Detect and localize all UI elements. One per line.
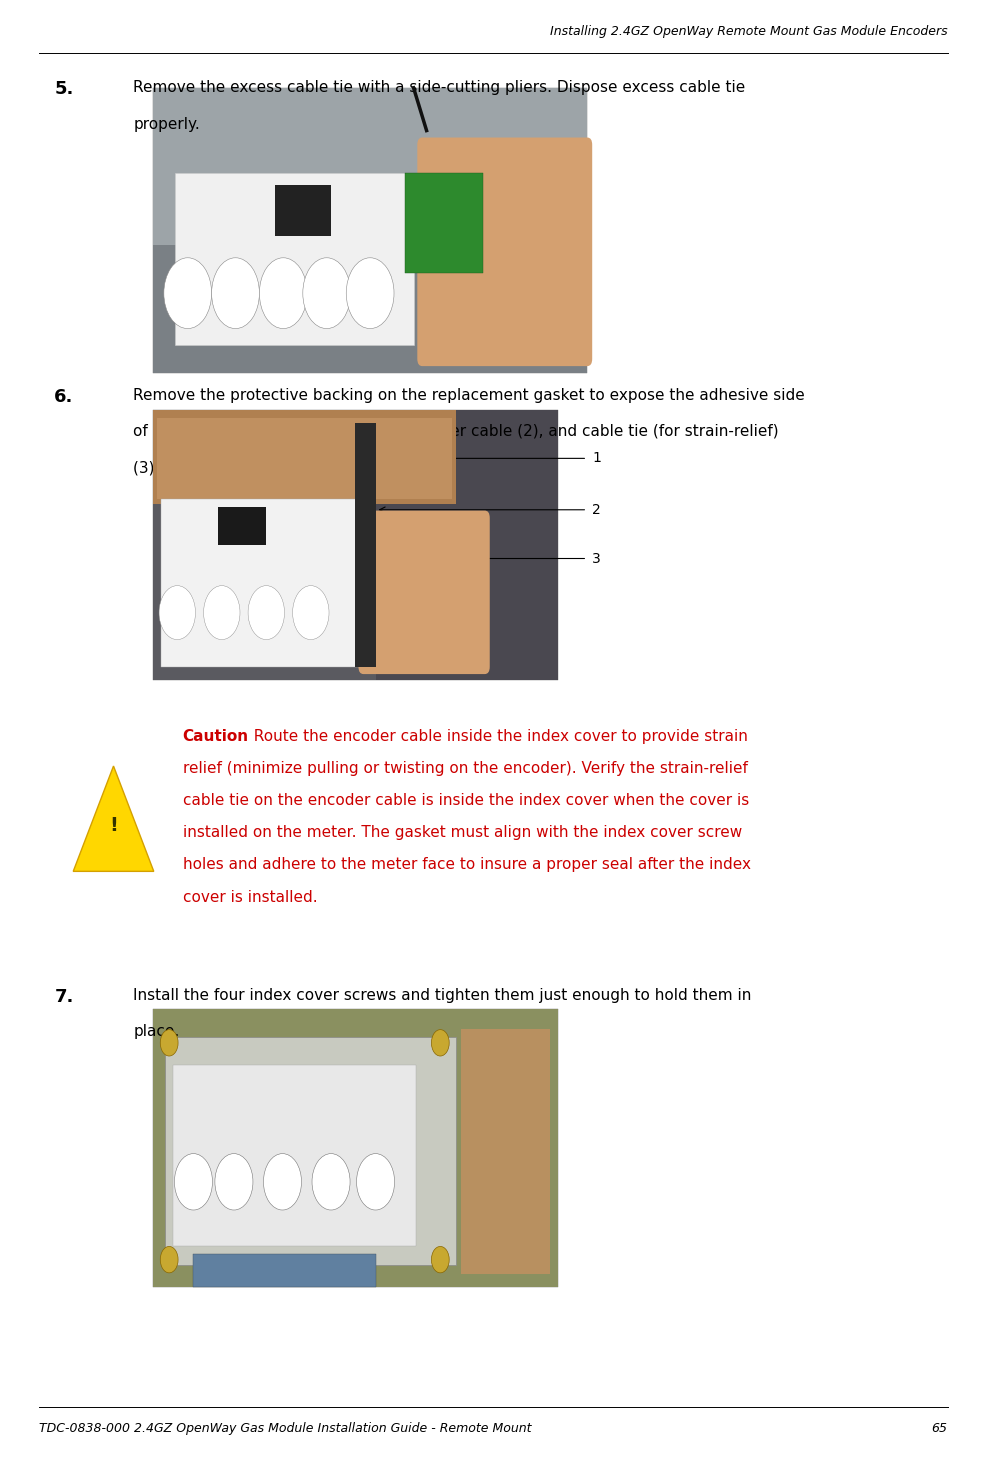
Text: relief (minimize pulling or twisting on the encoder). Verify the strain-relief: relief (minimize pulling or twisting on … — [182, 761, 746, 775]
FancyBboxPatch shape — [358, 511, 489, 674]
Text: of the gasket. Align the gasket (1), encoder cable (2), and cable tie (for strai: of the gasket. Align the gasket (1), enc… — [133, 424, 778, 439]
FancyBboxPatch shape — [153, 410, 557, 680]
FancyBboxPatch shape — [175, 174, 413, 345]
FancyBboxPatch shape — [153, 88, 587, 373]
FancyBboxPatch shape — [165, 1037, 456, 1265]
FancyBboxPatch shape — [274, 184, 330, 236]
Text: 2: 2 — [592, 503, 600, 516]
FancyBboxPatch shape — [161, 499, 363, 667]
Circle shape — [211, 257, 259, 329]
Circle shape — [356, 1154, 394, 1210]
Text: 1: 1 — [592, 452, 600, 465]
Circle shape — [203, 585, 240, 639]
Circle shape — [292, 585, 328, 639]
Text: Caution: Caution — [182, 729, 248, 743]
FancyBboxPatch shape — [153, 410, 456, 505]
Circle shape — [431, 1030, 449, 1056]
FancyBboxPatch shape — [218, 508, 266, 544]
Circle shape — [312, 1154, 350, 1210]
Text: Installing 2.4GZ OpenWay Remote Mount Gas Module Encoders: Installing 2.4GZ OpenWay Remote Mount Ga… — [549, 25, 947, 38]
FancyBboxPatch shape — [153, 88, 587, 244]
Polygon shape — [73, 767, 154, 872]
Text: 6.: 6. — [54, 388, 74, 405]
Text: (3) on the meter as shown.: (3) on the meter as shown. — [133, 461, 340, 475]
Circle shape — [346, 257, 393, 329]
FancyBboxPatch shape — [153, 88, 587, 373]
Text: Remove the protective backing on the replacement gasket to expose the adhesive s: Remove the protective backing on the rep… — [133, 388, 805, 402]
Circle shape — [164, 257, 211, 329]
Text: TDC-0838-000 2.4GZ OpenWay Gas Module Installation Guide - Remote Mount: TDC-0838-000 2.4GZ OpenWay Gas Module In… — [39, 1422, 531, 1435]
Text: place.: place. — [133, 1024, 179, 1039]
Text: 7.: 7. — [54, 988, 74, 1005]
Circle shape — [159, 585, 195, 639]
Circle shape — [160, 1246, 177, 1273]
Text: Route the encoder cable inside the index cover to provide strain: Route the encoder cable inside the index… — [244, 729, 747, 743]
Text: cable tie on the encoder cable is inside the index cover when the cover is: cable tie on the encoder cable is inside… — [182, 793, 748, 808]
FancyBboxPatch shape — [355, 423, 375, 667]
FancyBboxPatch shape — [375, 410, 557, 680]
Text: holes and adhere to the meter face to insure a proper seal after the index: holes and adhere to the meter face to in… — [182, 857, 749, 872]
Text: Remove the excess cable tie with a side-cutting pliers. Dispose excess cable tie: Remove the excess cable tie with a side-… — [133, 80, 744, 95]
FancyBboxPatch shape — [157, 418, 452, 499]
Text: !: ! — [109, 816, 117, 835]
Text: 65: 65 — [931, 1422, 947, 1435]
Circle shape — [215, 1154, 252, 1210]
Text: installed on the meter. The gasket must align with the index cover screw: installed on the meter. The gasket must … — [182, 825, 741, 840]
FancyBboxPatch shape — [417, 138, 592, 366]
Circle shape — [263, 1154, 301, 1210]
Circle shape — [175, 1154, 212, 1210]
FancyBboxPatch shape — [153, 1009, 557, 1287]
Text: Install the four index cover screws and tighten them just enough to hold them in: Install the four index cover screws and … — [133, 988, 751, 1002]
Circle shape — [259, 257, 307, 329]
FancyBboxPatch shape — [193, 1254, 375, 1287]
FancyBboxPatch shape — [153, 1009, 557, 1287]
FancyBboxPatch shape — [404, 173, 482, 274]
Text: properly.: properly. — [133, 117, 200, 132]
Text: 5.: 5. — [54, 80, 74, 98]
Circle shape — [160, 1030, 177, 1056]
FancyBboxPatch shape — [460, 1028, 549, 1273]
Circle shape — [431, 1246, 449, 1273]
Text: 3: 3 — [592, 552, 600, 566]
Circle shape — [247, 585, 284, 639]
FancyBboxPatch shape — [174, 1065, 415, 1246]
Text: cover is installed.: cover is installed. — [182, 890, 317, 904]
FancyBboxPatch shape — [153, 410, 557, 680]
Circle shape — [303, 257, 350, 329]
